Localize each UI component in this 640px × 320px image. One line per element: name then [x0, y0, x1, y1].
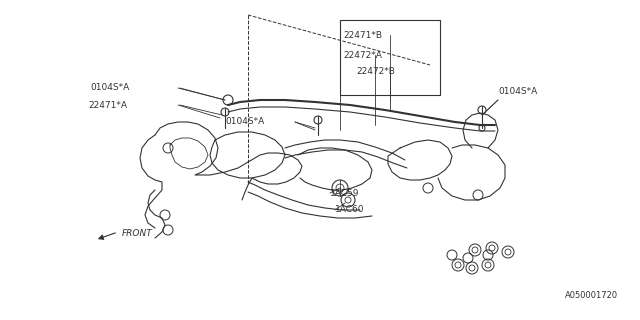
Text: 22472*A: 22472*A: [343, 51, 382, 60]
Text: 22471*B: 22471*B: [343, 30, 382, 39]
Text: 22472*B: 22472*B: [356, 68, 395, 76]
Text: 0104S*A: 0104S*A: [90, 84, 129, 92]
Text: FRONT: FRONT: [122, 229, 153, 238]
Text: 0104S*A: 0104S*A: [225, 117, 264, 126]
Text: A050001720: A050001720: [565, 291, 618, 300]
Text: 0104S*A: 0104S*A: [498, 87, 537, 97]
Text: 1AC59: 1AC59: [330, 188, 360, 197]
Text: 1AC60: 1AC60: [335, 205, 365, 214]
Bar: [340, 20, 440, 95]
Text: 22471*A: 22471*A: [88, 100, 127, 109]
